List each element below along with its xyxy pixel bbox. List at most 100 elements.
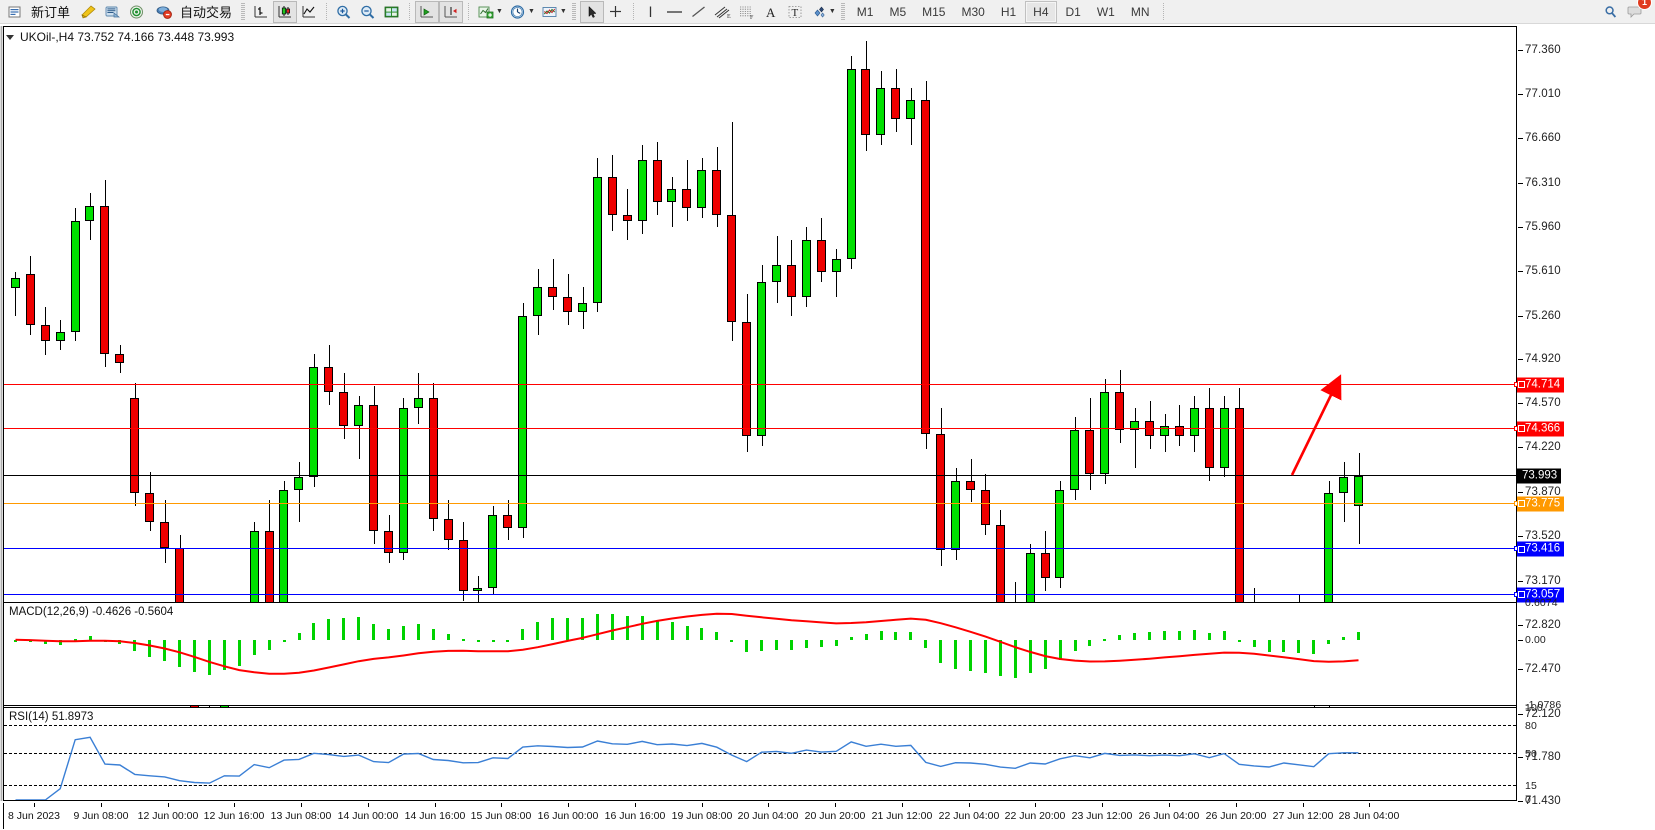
toolbar-separator-2 [409,2,411,21]
time-tick [1102,803,1103,807]
candle-body [966,480,976,490]
candle-chart-icon[interactable] [273,0,298,23]
indicators-icon[interactable] [474,1,498,23]
candle-body [71,220,81,333]
candle-body [563,296,573,313]
indicators-dropdown-icon[interactable]: ▼ [496,8,503,15]
equidistant-channel-icon[interactable]: E [711,1,735,23]
chevron-down-icon[interactable] [6,34,14,40]
bar-chart-icon[interactable] [249,1,273,23]
macd-histogram-bar [790,639,793,651]
chart-vertical-grip[interactable] [0,26,3,801]
resistance-level-2-chip[interactable]: 74.366 [1517,421,1565,437]
time-tick [835,803,836,807]
macd-histogram-bar [1223,631,1226,640]
pending-order-level-chip[interactable]: 73.775 [1517,496,1565,512]
rsi-axis-label: 0 [1525,794,1531,806]
time-tick-label: 22 Jun 04:00 [938,810,1000,822]
navigator-icon[interactable] [125,1,149,23]
toolbar-right-group: 1 [1599,0,1655,23]
resistance-level-2-line[interactable] [4,425,1519,431]
chart-symbol-header[interactable]: UKOil-,H4 73.752 74.166 73.448 73.993 [6,30,234,44]
auto-trading-button[interactable]: 自动交易 [149,1,239,23]
candle-body [1115,391,1125,430]
chart-shift-icon[interactable] [415,0,440,23]
toolbar-separator-4 [632,2,634,21]
macd-histogram-bar [74,639,77,642]
price-tick [1518,801,1523,802]
price-tick-label: 73.870 [1525,485,1561,498]
fibo-icon[interactable]: F [735,1,759,23]
zoom-in-icon[interactable] [332,1,356,23]
text-label-icon[interactable]: A [759,1,783,23]
vline-icon[interactable] [639,1,663,23]
time-axis[interactable]: 8 Jun 2023 9 Jun 08:00 12 Jun 00:00 12 Jun … [3,803,1517,829]
time-tick-label: 20 Jun 04:00 [737,810,799,822]
timeframe-w1[interactable]: W1 [1096,4,1115,19]
period-icon[interactable] [506,1,530,23]
candle-body [653,160,663,202]
candle-body [100,205,110,354]
timeframe-m30[interactable]: M30 [961,4,985,19]
line-chart-icon[interactable] [297,1,321,23]
timeframe-h4[interactable]: H4 [1025,0,1057,23]
support-level-2-chip[interactable]: 73.057 [1517,587,1565,603]
current-price-chip[interactable]: 73.993 [1517,468,1562,484]
templates-icon[interactable] [538,1,562,23]
macd-histogram-bar [133,639,136,652]
chart-window[interactable]: UKOil-,H4 73.752 74.166 73.448 73.993 MA… [0,24,1655,830]
objects-icon[interactable] [807,1,831,23]
price-tick [1518,713,1523,715]
terminal-icon[interactable] [101,1,125,23]
timeframe-m15[interactable]: M15 [922,4,946,19]
candle-body [757,281,767,437]
macd-histogram-bar [104,639,107,642]
rsi-subwindow[interactable]: RSI(14) 51.8973 [3,707,1517,801]
candle-body [861,68,871,135]
search-icon[interactable] [1599,1,1623,23]
timeframe-h1[interactable]: H1 [1000,4,1017,19]
trendline-icon[interactable] [687,1,711,23]
toolbar-grip-1[interactable] [241,2,246,21]
time-tick-label: 21 Jun 12:00 [871,810,933,822]
alerts-icon[interactable]: 1 [1623,0,1652,23]
resistance-level-1-line[interactable] [4,381,1519,387]
macd-histogram-bar [312,623,315,640]
auto-scroll-icon[interactable] [439,0,464,23]
data-window-icon[interactable] [380,1,404,23]
cursor-icon[interactable] [579,0,604,23]
resistance-level-1-chip[interactable]: 74.714 [1517,377,1565,393]
objects-dropdown-icon[interactable]: ▼ [828,8,836,15]
price-tick-label: 74.920 [1525,352,1561,365]
templates-dropdown-icon[interactable]: ▼ [559,8,567,15]
current-price-line[interactable] [4,475,1516,477]
candle-body [1085,429,1095,475]
toolbar-grip-2[interactable] [571,2,576,21]
timeframe-m5[interactable]: M5 [889,4,907,19]
timeframe-m1[interactable]: M1 [856,4,874,19]
chip-value: 73.416 [1525,542,1561,555]
macd-histogram-bar [432,629,435,640]
time-tick [168,803,169,807]
toolbar-grip-3[interactable] [840,2,845,21]
new-order-button[interactable]: 新订单 [0,1,77,23]
macd-subwindow[interactable]: MACD(12,26,9) -0.4626 -0.5604 [3,602,1517,706]
candle-body [682,189,692,209]
candle-wick [971,459,972,503]
support-level-2-line[interactable] [4,591,1519,597]
period-dropdown-icon[interactable]: ▼ [527,8,535,15]
zoom-out-icon[interactable] [356,1,380,23]
macd-histogram-bar [999,639,1002,677]
crosshair-icon[interactable] [604,1,628,23]
pen-yellow-icon[interactable] [77,1,101,23]
support-level-1-line[interactable] [4,546,1519,552]
hline-icon[interactable] [663,1,687,23]
timeframe-d1[interactable]: D1 [1065,4,1081,19]
candle-body [160,522,170,548]
text-icon[interactable]: T [783,1,807,23]
price-axis[interactable]: 77.360 77.010 76.660 76.310 75.960 75.610 75.2… [1517,26,1655,807]
support-level-1-chip[interactable]: 73.416 [1517,541,1565,557]
candle-wick [1179,404,1180,447]
timeframe-mn[interactable]: MN [1130,4,1150,19]
pending-order-level-line[interactable] [4,500,1519,506]
